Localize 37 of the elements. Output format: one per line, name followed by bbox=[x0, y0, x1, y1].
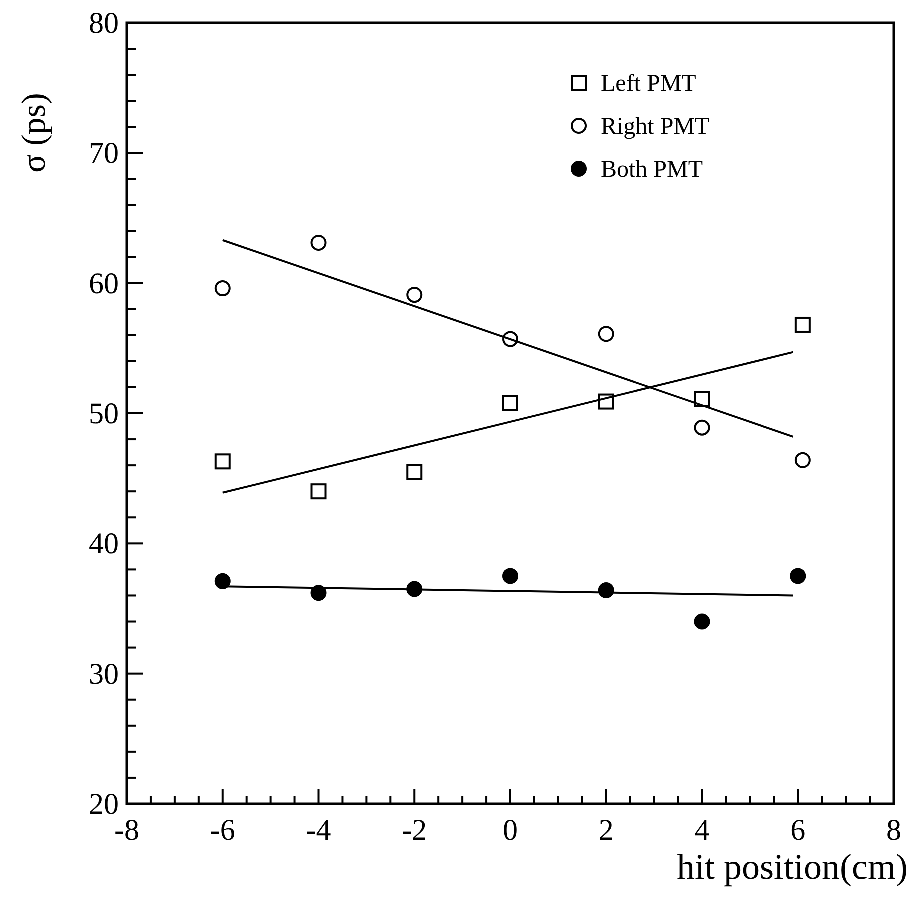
y-tick-label: 60 bbox=[89, 267, 119, 300]
x-axis-title: hit position(cm) bbox=[677, 847, 908, 887]
point bbox=[598, 326, 614, 342]
point bbox=[790, 568, 806, 584]
x-tick-label: 6 bbox=[790, 814, 806, 847]
x-tick-label: 2 bbox=[598, 814, 614, 847]
y-tick-label: 40 bbox=[89, 528, 119, 561]
point bbox=[406, 464, 423, 480]
point bbox=[406, 287, 423, 304]
point bbox=[214, 454, 231, 470]
point bbox=[694, 420, 710, 436]
x-tick-label: -2 bbox=[402, 814, 428, 847]
point bbox=[502, 395, 518, 412]
x-tick-label: 0 bbox=[503, 814, 518, 847]
point bbox=[794, 452, 811, 468]
point bbox=[598, 394, 614, 410]
point bbox=[694, 614, 710, 630]
point bbox=[502, 568, 518, 584]
x-tick-label: 4 bbox=[694, 814, 710, 847]
point bbox=[310, 484, 327, 500]
y-tick-label: 80 bbox=[89, 7, 119, 40]
point bbox=[310, 234, 327, 251]
y-tick-label: 70 bbox=[89, 137, 119, 170]
y-tick-label: 30 bbox=[89, 658, 119, 691]
x-tick-label: -6 bbox=[210, 814, 236, 847]
legend-label: Left PMT bbox=[601, 71, 697, 97]
point bbox=[794, 316, 811, 333]
x-tick-label: 8 bbox=[886, 814, 902, 847]
y-axis-title: σ (ps) bbox=[16, 93, 53, 173]
legend-label: Both PMT bbox=[601, 157, 704, 183]
y-tick-label: 50 bbox=[89, 398, 119, 430]
point bbox=[214, 280, 231, 297]
point bbox=[214, 573, 231, 590]
point bbox=[502, 331, 518, 348]
legend-label: Right PMT bbox=[601, 114, 710, 140]
x-tick-label: -4 bbox=[306, 814, 332, 847]
point bbox=[694, 391, 710, 408]
